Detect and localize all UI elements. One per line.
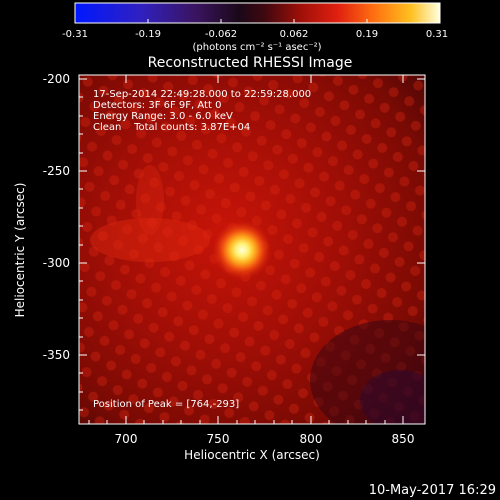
colorbar: -0.31 -0.19 -0.062 0.062 0.19 0.31 (phot… [62, 2, 448, 53]
info-energy-range: Energy Range: 3.0 - 6.0 keV [93, 111, 233, 122]
colorbar-tick-label: 0.31 [426, 29, 448, 40]
x-tick-label: 700 [115, 432, 138, 446]
colorbar-unit-label: (photons cm⁻² s⁻¹ asec⁻²) [192, 42, 321, 53]
info-detectors: Detectors: 3F 6F 9F, Att 0 [93, 100, 221, 111]
y-tick-label: -250 [43, 164, 70, 178]
colorbar-tick-label: -0.31 [62, 29, 88, 40]
x-tick-label: 800 [300, 432, 323, 446]
plot-title: Reconstructed RHESSI Image [148, 55, 353, 71]
peak-source [212, 220, 272, 280]
y-tick-label: -350 [43, 348, 70, 362]
y-tick-label: -200 [43, 72, 70, 86]
axis-minor-ticks [79, 96, 386, 424]
colorbar-gradient [74, 2, 441, 24]
colorbar-tick-label: 0.19 [356, 29, 378, 40]
observation-info: 17-Sep-2014 22:49:28.000 to 22:59:28.000… [93, 89, 311, 133]
y-axis-label: Heliocentric Y (arcsec) [13, 183, 27, 318]
x-axis-label: Heliocentric X (arcsec) [184, 448, 320, 462]
info-counts: Clean Total counts: 3.87E+04 [93, 122, 250, 133]
x-tick-label: 750 [207, 432, 230, 446]
peak-position-label: Position of Peak = [764,-293] [93, 399, 239, 410]
colorbar-tick-label: 0.062 [280, 29, 309, 40]
colorbar-tick-label: -0.062 [205, 29, 237, 40]
y-tick-label: -300 [43, 256, 70, 270]
x-tick-label: 850 [392, 432, 415, 446]
info-time-range: 17-Sep-2014 22:49:28.000 to 22:59:28.000 [93, 89, 311, 100]
colorbar-tick-label: -0.19 [135, 29, 161, 40]
solar-image [79, 75, 425, 424]
plot-frame [78, 74, 426, 425]
colorbar-ticks [74, 19, 441, 23]
render-timestamp: 10-May-2017 16:29 [369, 483, 496, 498]
axis-ticks [79, 75, 425, 424]
